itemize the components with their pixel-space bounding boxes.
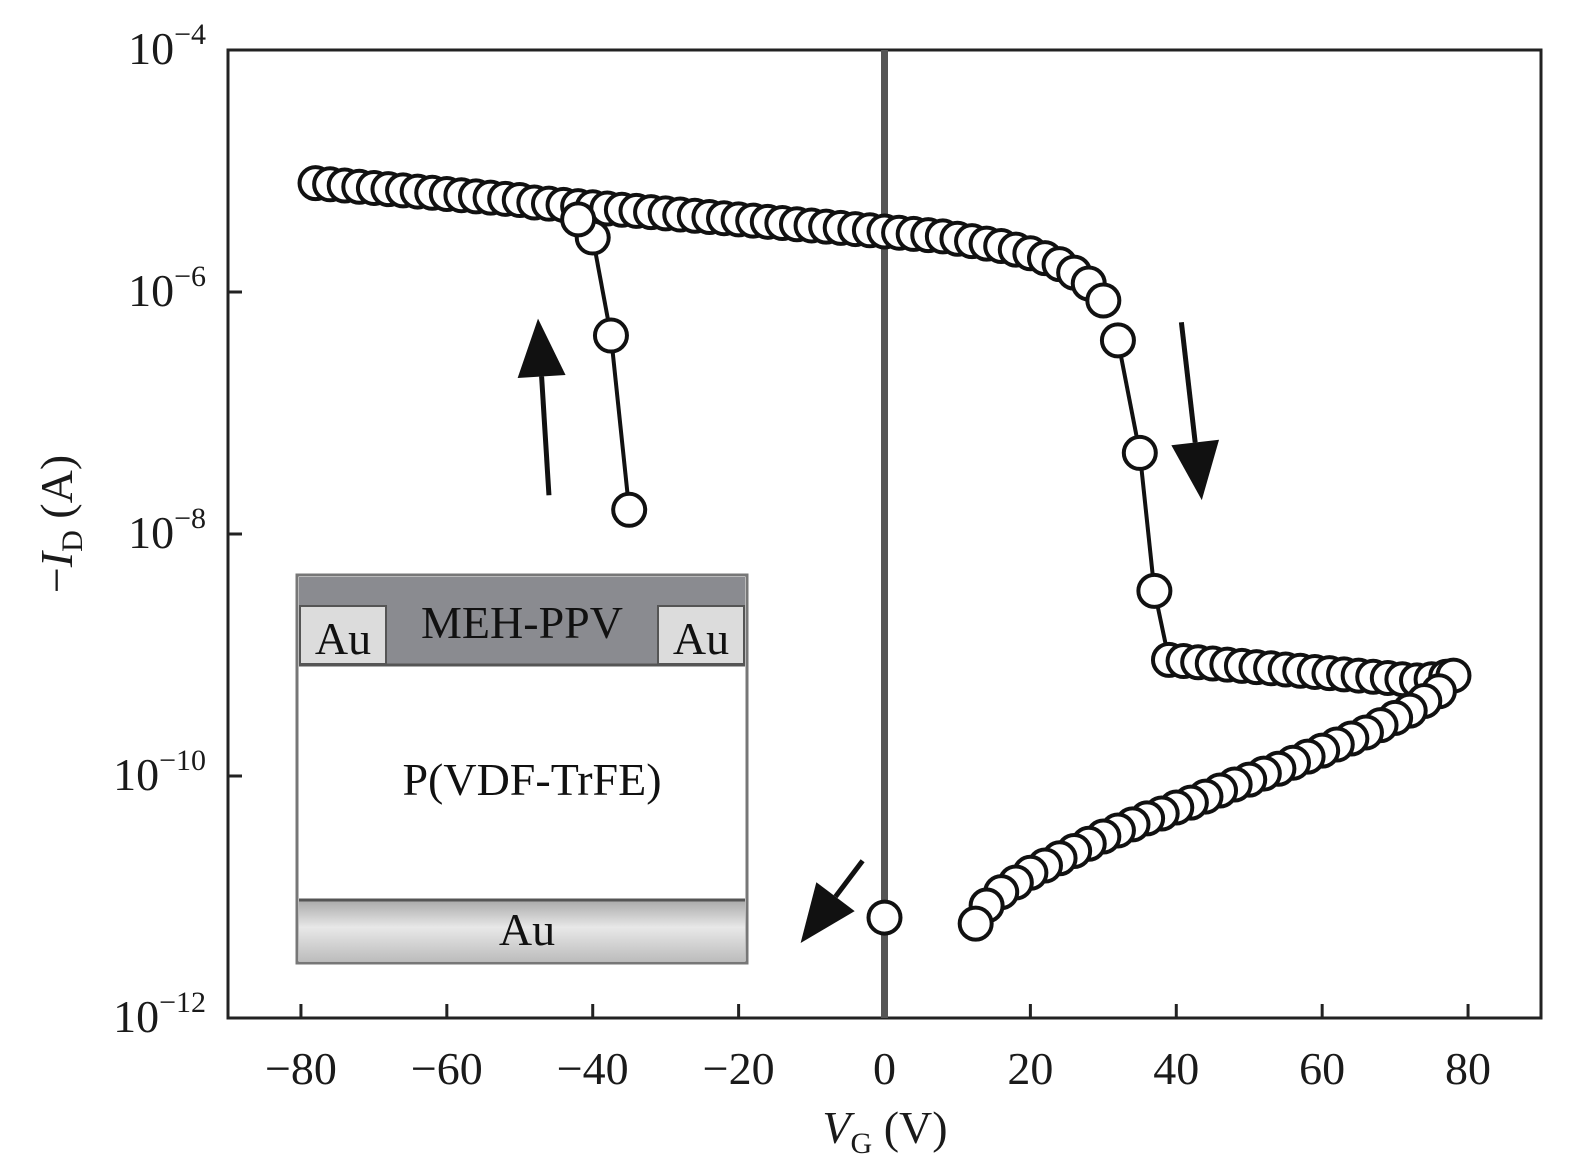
x-tick-label: 0 [873,1043,896,1094]
x-tick-label: 80 [1445,1043,1491,1094]
inset-left-electrode [299,605,387,665]
x-tick-label: 20 [1007,1043,1053,1094]
y-axis-title: −ID (A) [31,455,89,593]
inset-left-electrode-label: Au [315,613,371,664]
y-axis-subscript: D [56,530,89,552]
device-inset: MEH-PPV Au Au P(VDF-TrFE) Au [295,573,749,965]
series-connector [1137,452,1157,592]
y-tick-label: 10−12 [113,986,206,1042]
arrow-shaft [833,859,865,899]
x-tick-label: −40 [557,1043,629,1094]
x-tick-label: −80 [265,1043,337,1094]
arrow-head [800,882,855,943]
data-point [1085,282,1122,319]
x-axis-title: VG (V) [822,1102,947,1160]
x-tick-label: −60 [411,1043,483,1094]
inset-dielectric-label: P(VDF-TrFE) [402,754,661,805]
data-point [592,317,629,354]
inset-right-electrode-label: Au [673,613,729,664]
y-tick-label: 10−4 [128,18,206,74]
inset-gate-electrode [299,900,745,961]
data-point [957,905,994,942]
data-point [560,201,597,238]
series-connector [1115,340,1142,454]
inset-bottom-label: Au [499,904,555,955]
x-axis-ticks: −80 −60 −40 −20 0 20 40 60 80 [265,1004,1491,1094]
y-axis-ticks: 10−12 10−10 10−8 10−6 10−4 [113,18,242,1042]
x-tick-label: −20 [703,1043,775,1094]
data-point [1121,434,1158,471]
y-tick-label: 10−6 [128,260,206,316]
x-axis-symbol: V [822,1102,855,1153]
y-tick-label: 10−8 [128,502,206,558]
inset-top-label: MEH-PPV [421,597,623,648]
y-axis-prefix: − [31,567,82,593]
arrow-head [1171,439,1220,501]
series-connector [608,335,632,511]
y-tick-label: 10−10 [113,744,206,800]
data-point [866,899,903,936]
series-markers [297,165,1472,942]
inset-right-electrode [657,605,745,665]
x-tick-label: 40 [1153,1043,1199,1094]
x-tick-label: 60 [1299,1043,1345,1094]
direction-arrows [517,318,1220,943]
y-axis-unit: (A) [31,455,82,530]
arrow-shaft [539,376,552,496]
arrow-shaft [1178,321,1198,443]
data-point [611,491,648,528]
data-point [1136,572,1173,609]
data-point [1099,322,1136,359]
arrow-head [517,318,566,378]
y-axis-symbol: I [31,549,82,568]
x-axis-subscript: G [851,1127,873,1160]
x-axis-unit: (V) [872,1102,947,1153]
